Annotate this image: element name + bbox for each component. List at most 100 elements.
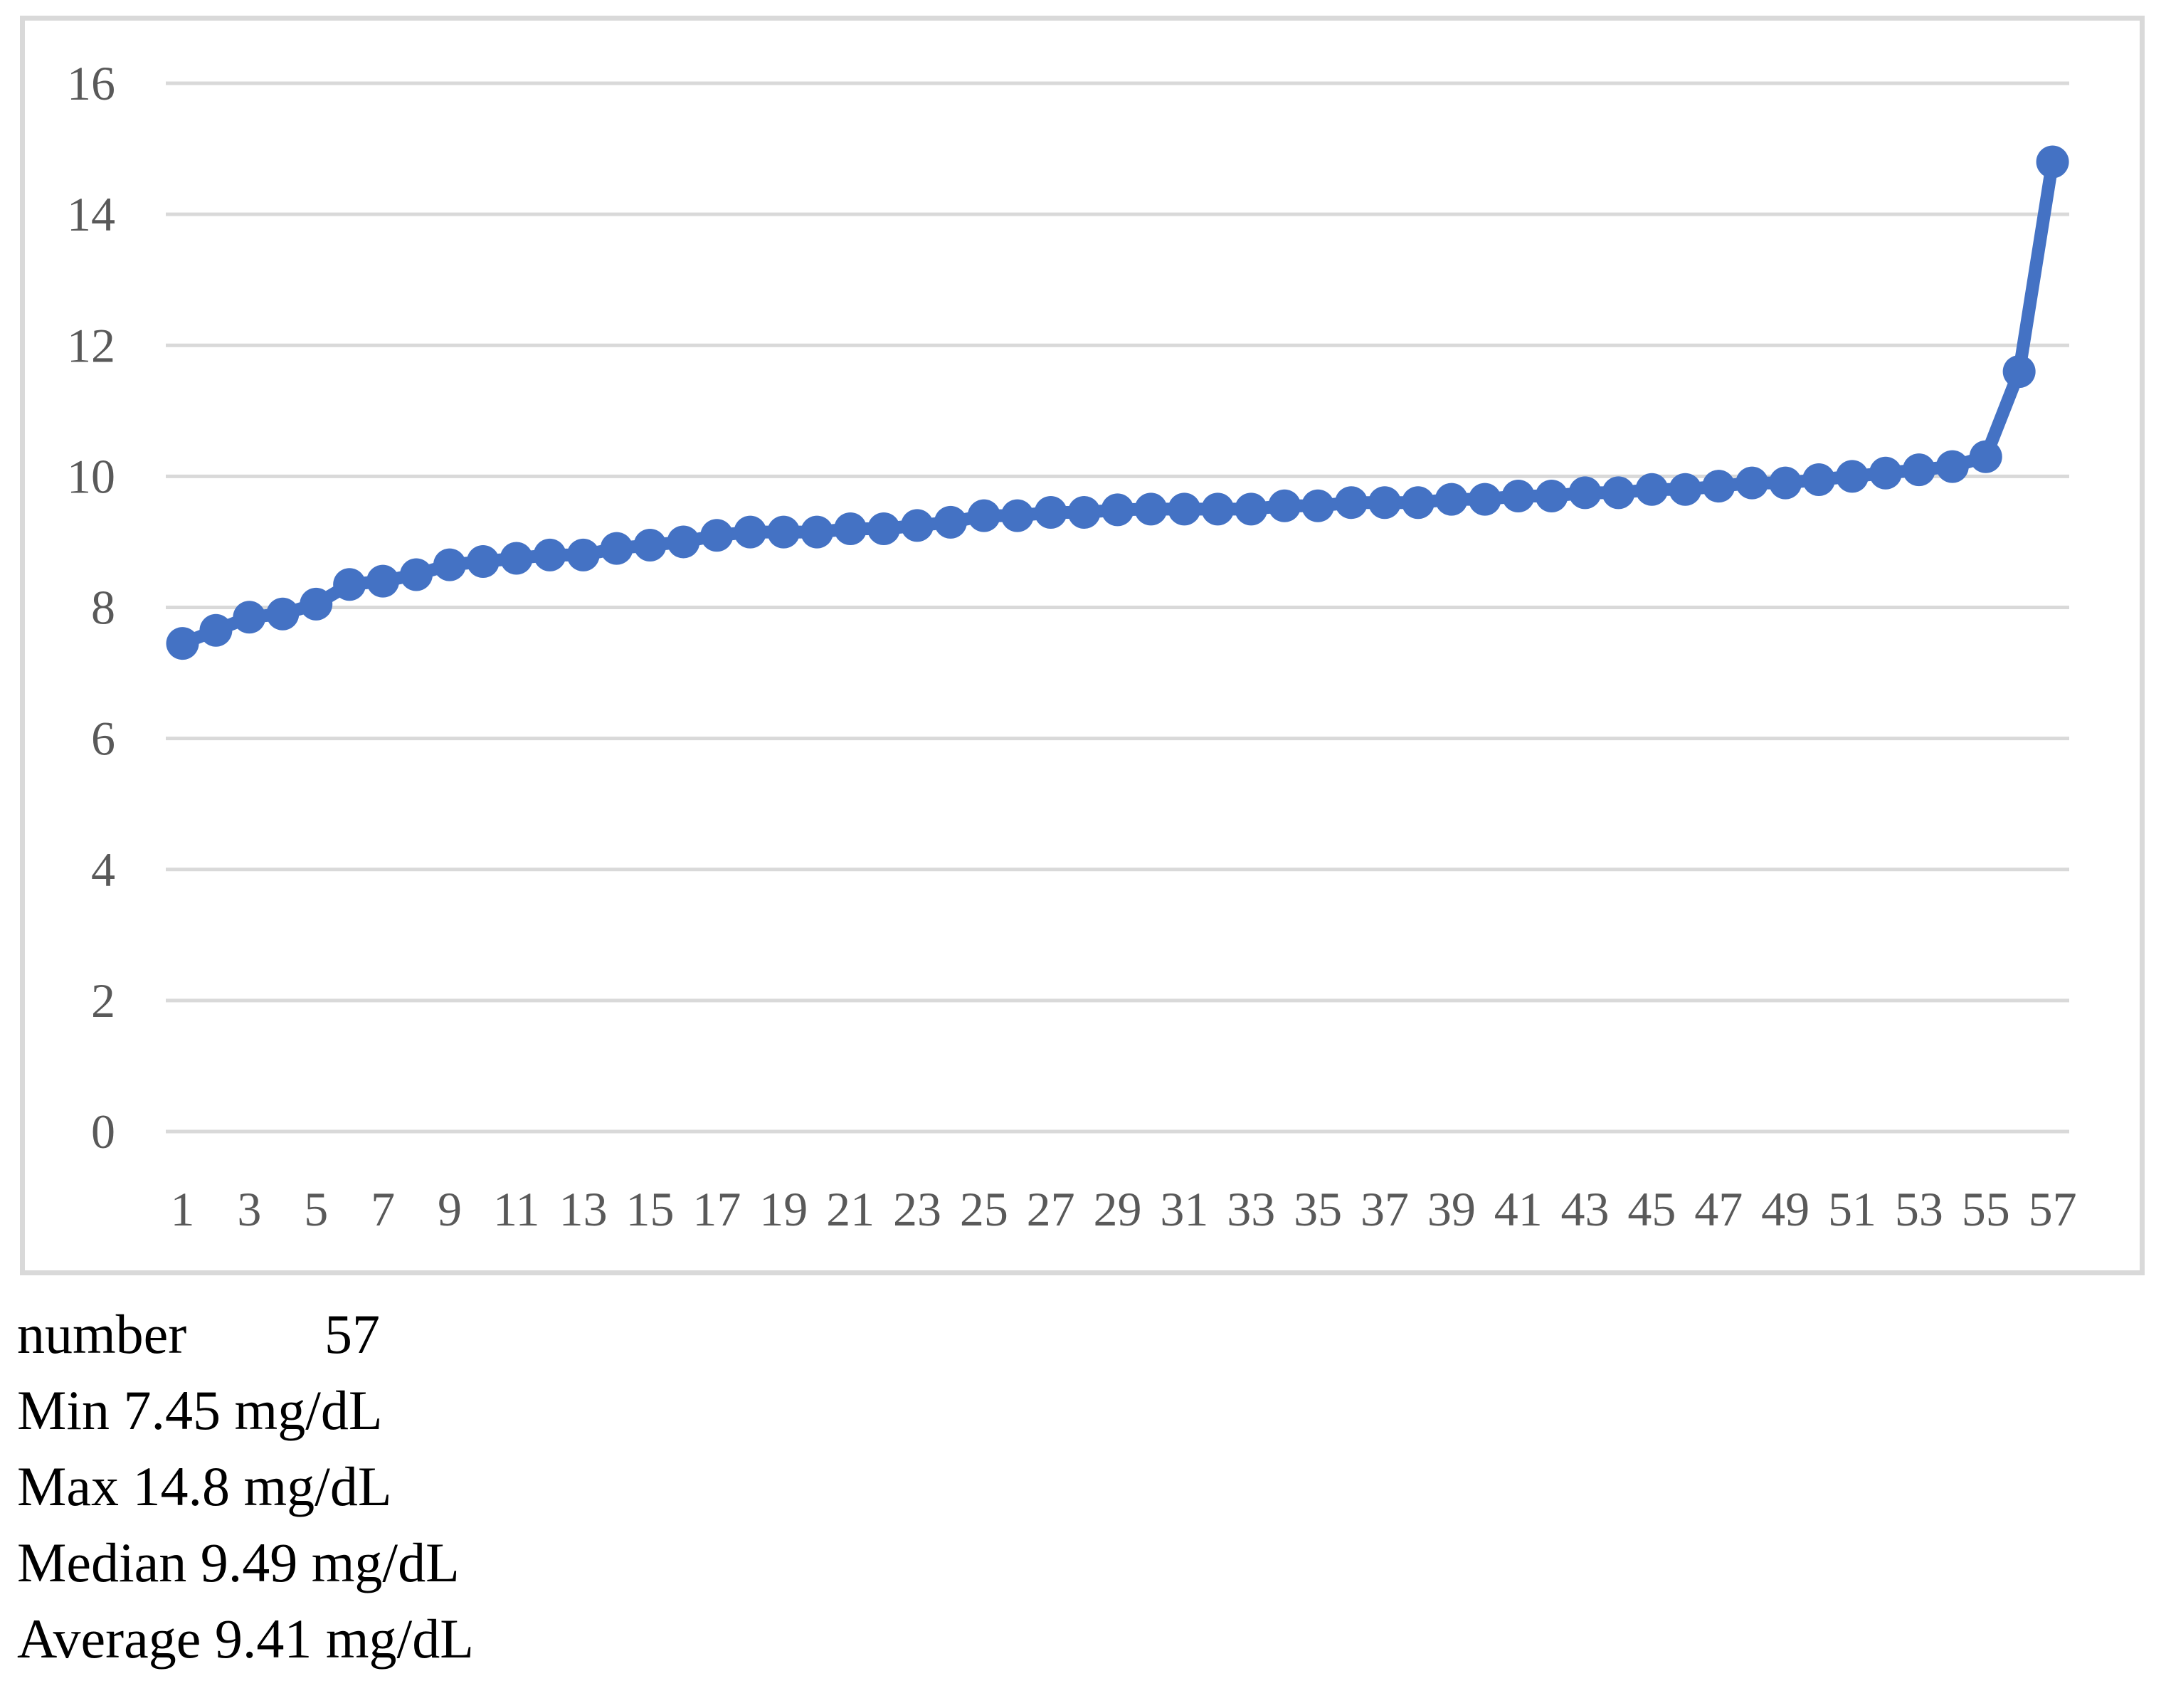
x-axis-tick-label: 53 [1895,1182,1943,1236]
number-value: 57 [324,1303,380,1365]
data-point-marker [700,519,734,552]
data-point-marker [1201,492,1235,526]
data-point-marker [1702,470,1736,503]
y-axis-tick-label: 10 [67,449,115,503]
y-axis-tick-label: 14 [67,187,115,241]
data-point-marker [1401,486,1435,520]
x-axis-tick-label: 1 [171,1182,195,1236]
data-point-marker [633,529,667,562]
data-point-marker [1235,492,1268,526]
x-axis-tick-label: 19 [759,1182,808,1236]
data-point-marker [934,505,967,539]
data-point-marker [1368,486,1401,520]
data-point-marker [2036,145,2069,179]
y-axis-tick-label: 12 [67,318,115,372]
data-point-marker [600,532,633,565]
data-point-marker [1335,486,1368,520]
data-point-marker [867,512,901,546]
data-point-marker [1000,499,1034,532]
x-axis-tick-label: 25 [960,1182,1008,1236]
data-point-marker [1935,450,1969,483]
data-point-marker [1736,466,1769,500]
data-point-marker [400,558,433,591]
data-point-marker [2002,355,2036,389]
data-point-marker [533,538,566,571]
data-point-marker [366,564,400,598]
x-axis-tick-label: 37 [1361,1182,1409,1236]
data-point-marker [1101,493,1134,527]
data-point-marker [166,627,199,660]
x-axis-tick-label: 49 [1761,1182,1810,1236]
data-point-marker [1168,492,1201,526]
x-axis-tick-label: 45 [1627,1182,1676,1236]
data-point-marker [500,542,533,575]
data-point-marker [1501,479,1535,512]
data-point-marker [1969,440,2002,473]
x-axis-tick-label: 43 [1561,1182,1610,1236]
stats-block: number 57 Min 7.45 mg/dL Max 14.8 mg/dL M… [17,1296,474,1677]
data-point-marker [1067,496,1101,529]
x-axis-tick-label: 15 [626,1182,675,1236]
data-point-marker [1869,456,1902,490]
x-axis-tick-label: 13 [559,1182,608,1236]
x-axis-tick-label: 29 [1094,1182,1142,1236]
data-point-marker [801,515,834,549]
y-axis-tick-label: 4 [91,843,115,897]
x-axis-tick-label: 57 [2029,1182,2077,1236]
data-point-marker [1836,460,1869,493]
data-point-marker [1669,473,1702,506]
x-axis-tick-label: 17 [692,1182,741,1236]
stat-line-average: Average 9.41 mg/dL [17,1608,474,1670]
y-axis-tick-label: 0 [91,1105,115,1159]
y-axis-tick-label: 6 [91,712,115,766]
data-point-marker [1602,476,1635,510]
data-point-marker [199,613,233,647]
data-point-marker [1435,483,1468,516]
stat-line-max: Max 14.8 mg/dL [17,1455,392,1517]
x-axis-tick-label: 33 [1227,1182,1275,1236]
x-axis-tick-label: 5 [304,1182,328,1236]
x-axis-tick-label: 39 [1427,1182,1476,1236]
stat-line-min: Min 7.45 mg/dL [17,1379,383,1441]
data-point-marker [300,587,333,621]
y-axis-tick-label: 16 [67,56,115,110]
y-axis-tick-label: 2 [91,974,115,1028]
data-point-marker [1468,483,1501,516]
x-axis-tick-label: 47 [1694,1182,1743,1236]
data-point-marker [734,515,767,549]
data-point-marker [967,499,1000,532]
data-point-marker [1535,479,1568,512]
x-axis-tick-label: 7 [371,1182,395,1236]
x-axis-tick-label: 23 [893,1182,941,1236]
data-point-marker [466,545,500,579]
number-label: number [17,1303,187,1365]
data-point-marker [1769,466,1802,500]
data-point-marker [1802,463,1836,496]
data-point-marker [333,568,366,601]
data-point-marker [1902,453,1935,487]
y-axis-tick-label: 8 [91,581,115,635]
x-axis-tick-label: 31 [1160,1182,1208,1236]
data-point-marker [667,525,700,559]
data-point-marker [433,548,466,581]
stat-line-number: number 57 [17,1296,474,1372]
data-point-marker [266,597,300,631]
x-axis-tick-label: 35 [1294,1182,1342,1236]
data-point-marker [900,509,934,542]
data-point-marker [1635,473,1669,506]
stat-line-median: Median 9.49 mg/dL [17,1532,460,1593]
x-axis-tick-label: 3 [237,1182,261,1236]
data-point-marker [834,512,867,546]
data-point-marker [1134,492,1168,526]
x-axis-tick-label: 9 [438,1182,462,1236]
x-axis-tick-label: 55 [1962,1182,2010,1236]
x-axis-tick-label: 51 [1828,1182,1876,1236]
data-point-marker [767,515,801,549]
x-axis-tick-label: 27 [1027,1182,1075,1236]
data-point-marker [1268,489,1301,522]
data-point-marker [566,538,600,571]
x-axis-tick-label: 11 [493,1182,539,1236]
data-point-marker [1568,476,1602,510]
